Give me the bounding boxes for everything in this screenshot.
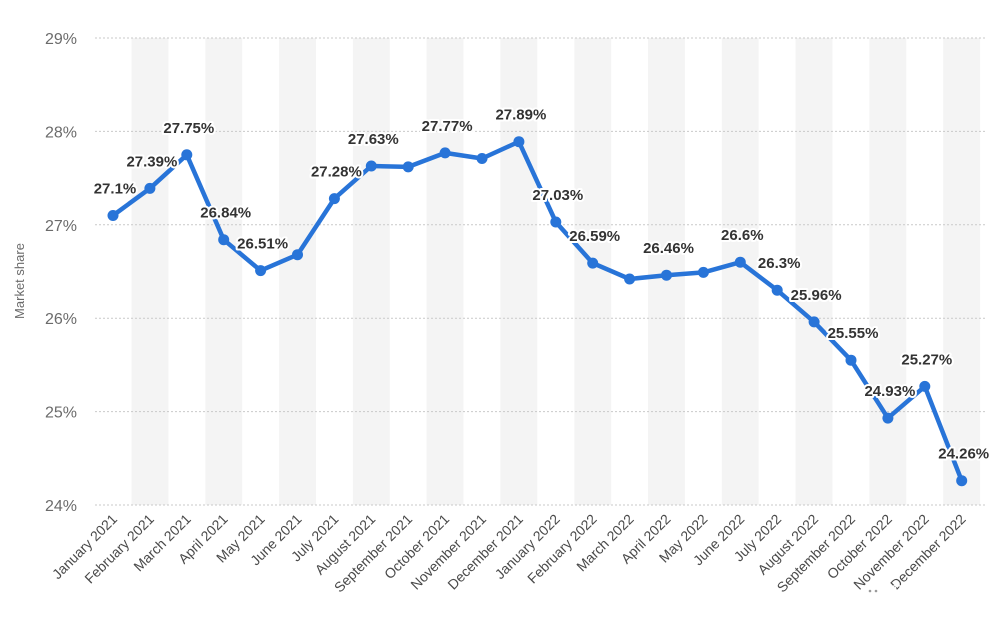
data-point [624, 273, 636, 285]
data-point [144, 182, 156, 194]
y-tick-label: 29% [45, 31, 77, 48]
y-tick-label: 28% [45, 124, 77, 141]
column-band-7 [352, 38, 390, 505]
column-band-13 [574, 38, 612, 505]
data-point [476, 153, 488, 164]
data-point [808, 316, 820, 328]
y-tick-label: 24% [45, 498, 77, 515]
data-label: 27.28% [311, 164, 362, 181]
data-label: 26.46% [643, 240, 694, 257]
column-band-19 [795, 38, 833, 505]
column-band-3 [205, 38, 243, 505]
data-point [697, 266, 709, 278]
data-label: 26.84% [200, 205, 251, 222]
series-market-share [110, 139, 964, 483]
data-point [587, 257, 599, 269]
data-label: 26.51% [237, 236, 288, 253]
data-label: 26.59% [569, 228, 620, 245]
data-point [439, 147, 451, 159]
watermark-text: 新智元 [892, 581, 952, 605]
data-point [734, 256, 746, 268]
data-label: 26.3% [758, 255, 801, 272]
data-label: 27.1% [94, 181, 137, 198]
data-point [255, 265, 267, 277]
y-tick-label: 25% [45, 405, 77, 422]
data-point [771, 284, 783, 296]
data-point [292, 249, 303, 261]
column-band-5 [279, 38, 316, 505]
series-line [110, 139, 964, 483]
data-point [919, 380, 931, 392]
column-bands [131, 38, 981, 505]
data-point [218, 234, 230, 246]
data-label: 25.27% [901, 351, 952, 368]
data-point [181, 149, 193, 161]
y-axis-ticks: 24% 25% 26% 27% 28% 29% [45, 31, 77, 515]
data-points [107, 136, 968, 487]
y-tick-label: 26% [45, 311, 77, 328]
gridlines [95, 37, 985, 506]
data-point [107, 210, 119, 221]
data-label: 24.93% [864, 383, 915, 400]
data-label: 26.6% [721, 227, 764, 244]
column-band-1 [131, 38, 169, 505]
watermark: 新智元 [864, 581, 952, 605]
data-point [882, 412, 894, 424]
data-label: 27.39% [126, 153, 177, 170]
data-label: 27.75% [163, 120, 214, 137]
data-point [402, 161, 414, 173]
data-label: 27.63% [348, 131, 399, 148]
data-label: 24.26% [938, 446, 989, 463]
data-labels: 27.1% 27.39% 27.75% 26.84% 26.51% 27.28% 27.63… [92, 105, 991, 465]
data-point [328, 193, 340, 205]
data-label: 27.89% [495, 107, 546, 124]
column-band-9 [426, 38, 464, 505]
column-band-11 [500, 38, 538, 505]
data-label: 25.55% [828, 325, 879, 342]
column-band-21 [869, 38, 907, 505]
data-point [513, 136, 525, 148]
data-point [661, 269, 672, 281]
data-point [845, 354, 857, 366]
y-tick-label: 27% [45, 218, 77, 235]
data-label: 27.03% [532, 187, 583, 204]
data-label: 25.96% [791, 287, 842, 304]
data-point [956, 475, 968, 487]
column-band-23 [943, 38, 981, 505]
data-point [365, 160, 377, 172]
wechat-logo-icon [864, 584, 887, 604]
data-label: 27.77% [422, 118, 473, 135]
y-axis-title: Market share [12, 243, 27, 319]
data-point [550, 216, 562, 228]
